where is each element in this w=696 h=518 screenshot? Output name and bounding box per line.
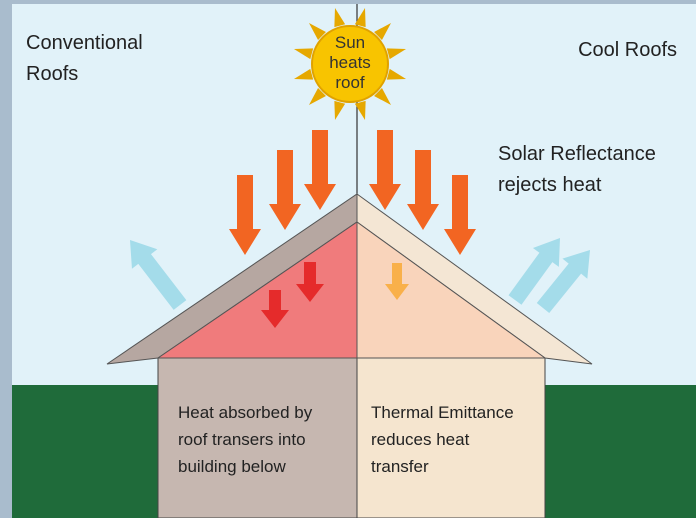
left-heading: Conventional [26, 32, 143, 54]
sun-label: roof [335, 73, 365, 92]
sun-label: Sun [335, 33, 365, 52]
right-wall-note: transfer [371, 457, 429, 476]
reflectance-note: rejects heat [498, 174, 602, 196]
diagram: Sun heats roof Conventional Roofs Cool R… [0, 0, 696, 518]
sun-label: heats [329, 53, 371, 72]
right-wall-note: Thermal Emittance [371, 403, 514, 422]
left-wall-note: roof transers into [178, 430, 306, 449]
left-wall-note: Heat absorbed by [178, 403, 313, 422]
right-wall-note: reduces heat [371, 430, 470, 449]
right-heading: Cool Roofs [578, 39, 677, 61]
left-wall-note: building below [178, 457, 286, 476]
left-heading: Roofs [26, 63, 78, 85]
reflectance-note: Solar Reflectance [498, 143, 656, 165]
